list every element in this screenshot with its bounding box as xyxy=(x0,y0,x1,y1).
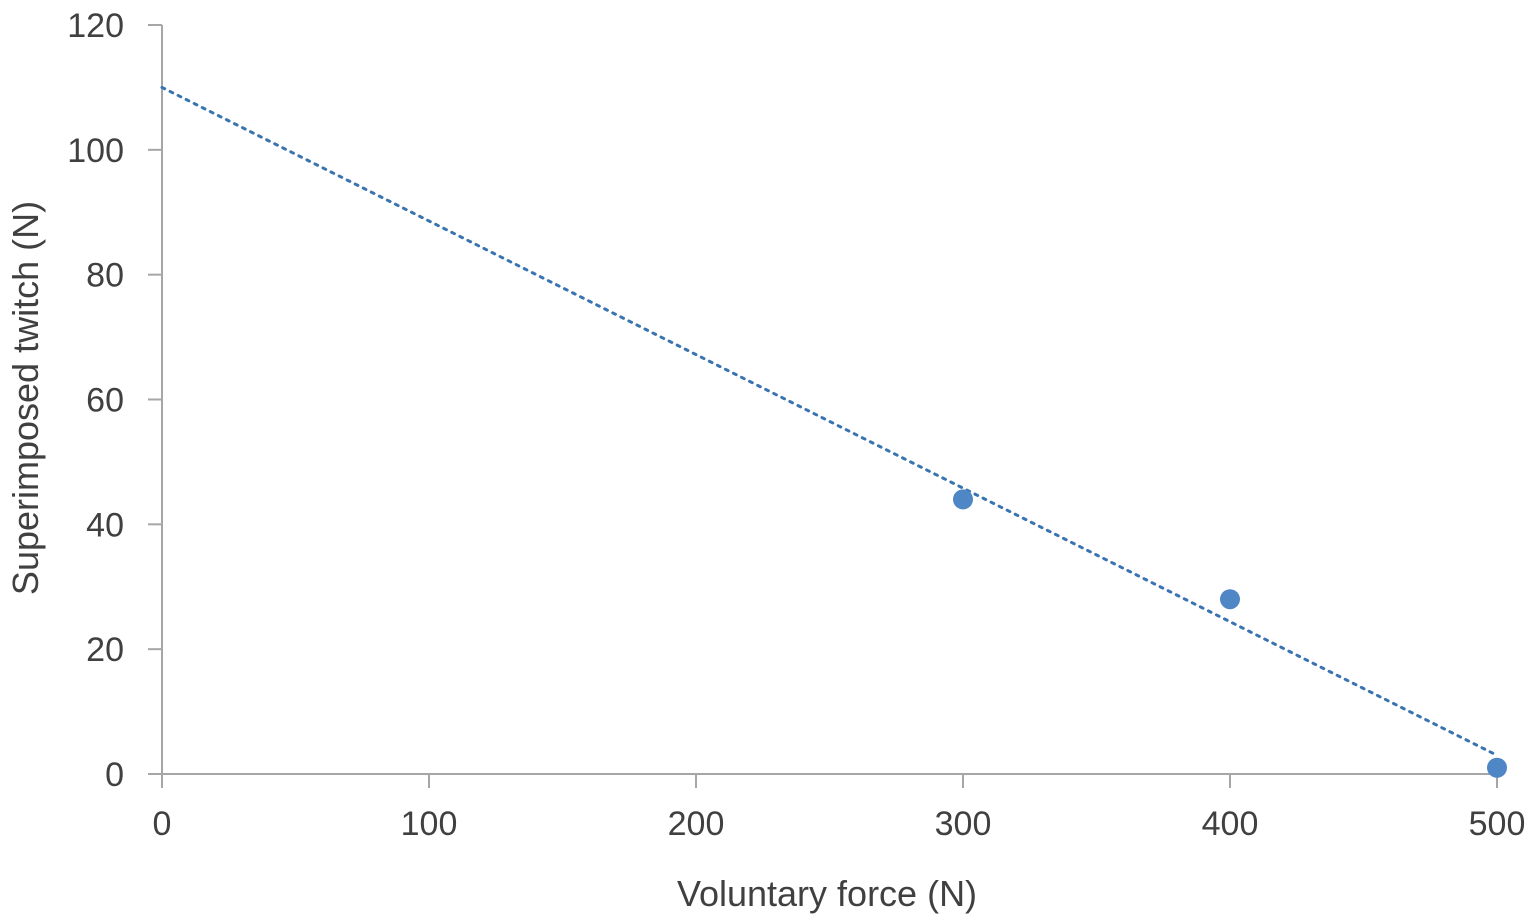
y-tick-label: 0 xyxy=(105,756,124,794)
x-tick-label: 0 xyxy=(153,805,172,843)
y-tick-label: 80 xyxy=(86,257,124,295)
data-points xyxy=(953,489,1507,778)
y-tick-label: 20 xyxy=(86,631,124,669)
x-tick-label: 200 xyxy=(668,805,725,843)
trendline-group xyxy=(160,85,1499,757)
data-point xyxy=(1487,757,1507,778)
axes xyxy=(148,25,1497,775)
y-tick-label: 40 xyxy=(86,506,124,544)
data-point xyxy=(953,489,973,510)
ticks: 0 20 40 60 80 100 120 0 100 200 300 400 500 xyxy=(67,7,1525,843)
x-tick-label: 100 xyxy=(401,805,458,843)
y-tick-label: 100 xyxy=(67,132,124,170)
x-tick-label: 300 xyxy=(935,805,992,843)
y-tick-label: 60 xyxy=(86,382,124,420)
x-tick-label: 500 xyxy=(1469,805,1526,843)
trendline xyxy=(160,85,1499,757)
x-tick-label: 400 xyxy=(1202,805,1259,843)
y-tick-label: 120 xyxy=(67,7,124,45)
y-axis-title: Superimposed twitch (N) xyxy=(5,201,46,595)
data-point xyxy=(1220,589,1240,610)
x-axis-title: Voluntary force (N) xyxy=(677,873,977,914)
